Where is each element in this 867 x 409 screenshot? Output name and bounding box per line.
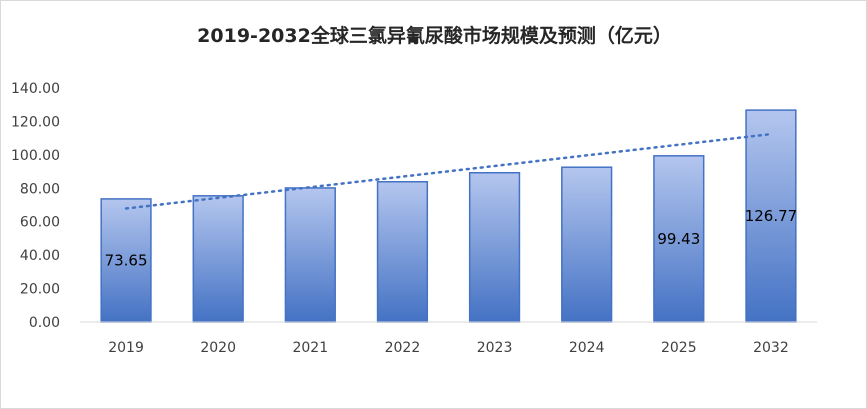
y-tick-label: 80.00 [20,181,60,197]
y-tick-label: 120.00 [11,114,60,130]
bar [653,155,705,323]
bar [284,187,336,323]
y-tick-label: 100.00 [11,148,60,164]
bar [561,166,613,323]
data-label: 73.65 [105,251,148,269]
x-tick-label: 2023 [477,340,513,356]
bar [192,195,244,323]
x-axis: 2019 2020 2021 2022 2023 2024 2025 2032 [80,321,817,356]
trendline [124,132,773,210]
y-tick-label: 20.00 [20,282,60,298]
data-label: 99.43 [657,230,700,248]
bar [376,181,429,323]
y-tick-label: 140.00 [11,81,60,97]
y-axis-ticks: 0.00 20.00 40.00 60.00 80.00 100.00 120.00 140.… [11,81,60,331]
bars-group [100,109,797,323]
data-label: 126.77 [745,207,798,225]
x-tick-label: 2032 [753,340,789,356]
trendline-path [124,132,773,210]
x-tick-label: 2019 [108,340,144,356]
x-tick-label: 2021 [292,340,328,356]
x-tick-label: 2020 [200,340,236,356]
y-tick-label: 0.00 [29,315,60,331]
x-tick-label: 2025 [661,340,697,356]
data-labels: 73.65 99.43 126.77 [105,207,798,269]
chart-title: 2019-2032全球三氯异氰尿酸市场规模及预测（亿元） [197,25,672,47]
y-tick-label: 60.00 [20,215,60,231]
bar [468,171,521,323]
bar [745,109,797,323]
y-tick-label: 40.00 [20,248,60,264]
x-tick-label: 2024 [569,340,605,356]
x-tick-label: 2022 [385,340,421,356]
